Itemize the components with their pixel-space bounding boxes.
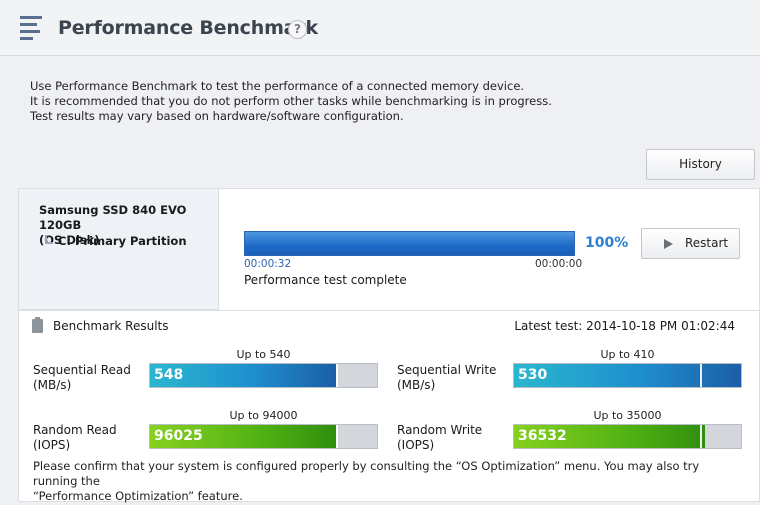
disk-type: (OS Disk) xyxy=(39,233,100,247)
rand-write-marker xyxy=(700,425,703,448)
rand-write-label: Random Write (IOPS) xyxy=(397,423,482,453)
clipboard-icon xyxy=(32,317,43,333)
seq-write-bar: 530 xyxy=(513,363,742,388)
progress-fill xyxy=(245,232,574,255)
seq-write-max: Up to 410 xyxy=(600,348,655,361)
restart-label: Restart xyxy=(685,236,729,250)
latest-test: Latest test: 2014-10-18 PM 01:02:44 xyxy=(514,319,735,333)
history-button[interactable]: History xyxy=(646,149,755,180)
time-remaining: 00:00:00 xyxy=(535,258,583,270)
rand-read-bar: 96025 xyxy=(149,424,378,449)
intro-text: Use Performance Benchmark to test the pe… xyxy=(30,79,552,124)
metric-unit: (IOPS) xyxy=(397,438,435,452)
seq-write-marker xyxy=(700,364,703,387)
progress-percent: 100% xyxy=(585,235,629,251)
rand-write-max: Up to 35000 xyxy=(593,409,662,422)
disk-info[interactable]: Samsung SSD 840 EVO 120GB (OS Disk) C: P… xyxy=(19,189,219,310)
disk-name: Samsung SSD 840 EVO 120GB (OS Disk) xyxy=(39,203,215,248)
metric-name: Random Write xyxy=(397,423,483,437)
play-icon xyxy=(664,239,673,249)
results-title: Benchmark Results xyxy=(53,319,169,333)
footnote-line: “Performance Optimization” feature. xyxy=(33,489,243,503)
seq-read-marker xyxy=(336,364,339,387)
metric-unit: (IOPS) xyxy=(33,438,71,452)
seq-write-fill xyxy=(514,364,741,387)
metric-name: Sequential Write xyxy=(397,363,497,377)
status-text: Performance test complete xyxy=(244,273,407,287)
rand-read-fill xyxy=(150,425,337,448)
page-header: Performance Benchmark ? xyxy=(0,0,760,56)
rand-write-bar: 36532 xyxy=(513,424,742,449)
footnote-line: Please confirm that your system is confi… xyxy=(33,459,700,488)
intro-line: Test results may vary based on hardware/… xyxy=(30,109,404,123)
partition-label: C: Primary Partition xyxy=(58,234,187,248)
seq-write-label: Sequential Write (MB/s) xyxy=(397,363,496,393)
metric-name: Sequential Read xyxy=(33,363,131,377)
rand-write-fill xyxy=(514,425,705,448)
rand-read-max: Up to 94000 xyxy=(229,409,298,422)
restart-button[interactable]: Restart xyxy=(641,228,740,259)
seq-read-bar: 548 xyxy=(149,363,378,388)
rand-write-value: 36532 xyxy=(518,428,567,444)
footnote: Please confirm that your system is confi… xyxy=(33,459,733,504)
intro-line: Use Performance Benchmark to test the pe… xyxy=(30,79,525,93)
divider xyxy=(19,310,759,311)
partition-item: C: Primary Partition xyxy=(45,234,187,248)
seq-read-value: 548 xyxy=(154,367,184,383)
seq-write-value: 530 xyxy=(518,367,548,383)
progress-bar xyxy=(244,231,575,256)
rand-read-value: 96025 xyxy=(154,428,203,444)
intro-line: It is recommended that you do not perfor… xyxy=(30,94,552,108)
seq-read-label: Sequential Read (MB/s) xyxy=(33,363,131,393)
help-icon[interactable]: ? xyxy=(288,20,307,39)
metric-unit: (MB/s) xyxy=(397,378,436,392)
metric-name: Random Read xyxy=(33,423,117,437)
page-title: Performance Benchmark xyxy=(58,17,318,39)
benchmark-menu-icon xyxy=(20,16,42,42)
disk-model: Samsung SSD 840 EVO 120GB xyxy=(39,203,187,232)
metric-unit: (MB/s) xyxy=(33,378,72,392)
seq-read-max: Up to 540 xyxy=(236,348,291,361)
rand-read-label: Random Read (IOPS) xyxy=(33,423,117,453)
tree-branch-icon xyxy=(45,235,53,244)
benchmark-panel: Samsung SSD 840 EVO 120GB (OS Disk) C: P… xyxy=(18,188,760,504)
rand-read-marker xyxy=(336,425,339,448)
time-elapsed: 00:00:32 xyxy=(244,258,292,270)
seq-read-fill xyxy=(150,364,337,387)
